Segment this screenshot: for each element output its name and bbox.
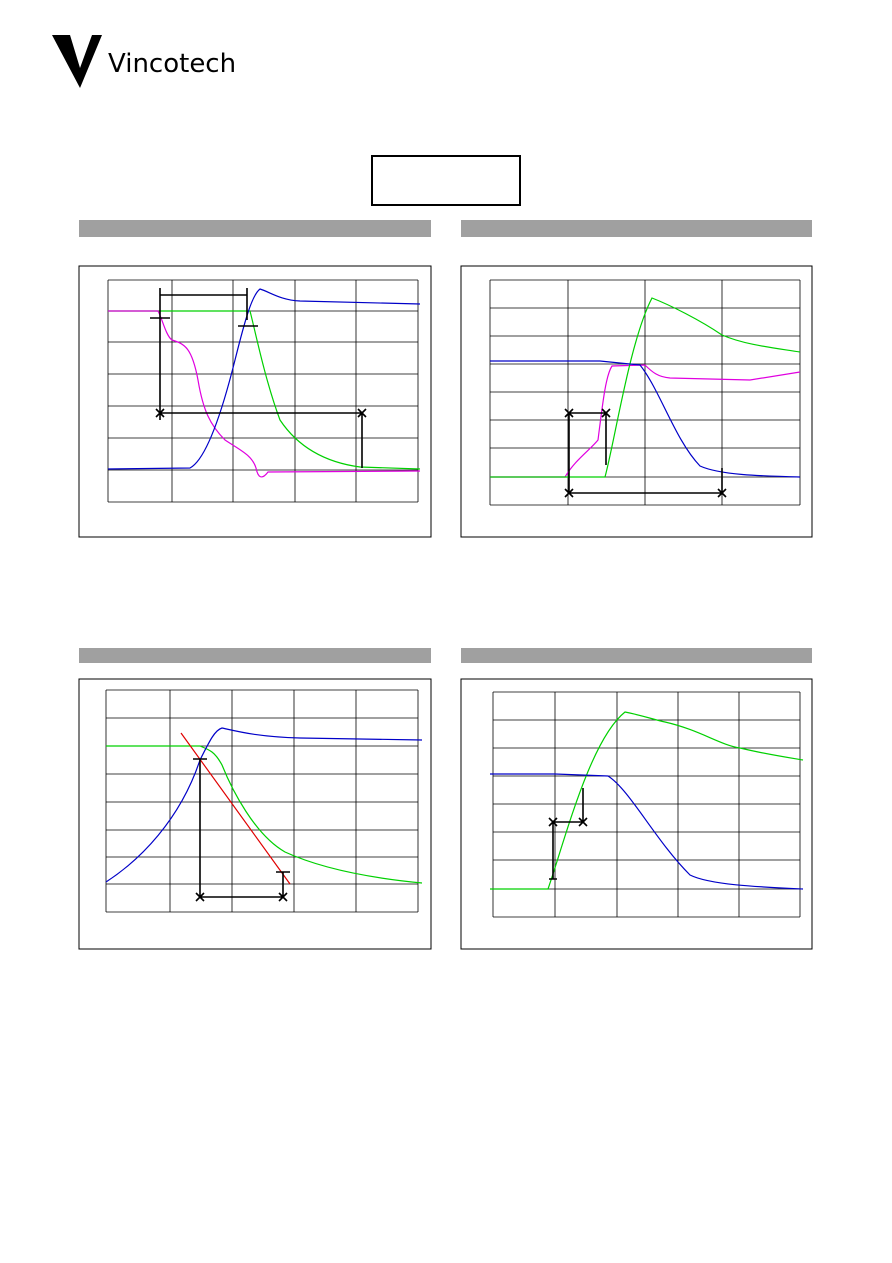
green-trace <box>106 745 423 884</box>
chart-frame <box>78 265 432 538</box>
blue-trace <box>107 288 421 470</box>
title-box <box>371 155 521 206</box>
blue-trace <box>490 360 801 478</box>
section-bar <box>79 648 431 663</box>
brand: Vincotech <box>108 49 236 79</box>
logo-mark <box>52 35 102 88</box>
section-bars <box>79 220 812 663</box>
blue-trace <box>105 727 423 883</box>
blue-trace <box>490 773 804 890</box>
timing-annotation <box>548 788 588 880</box>
waveform-3 <box>78 678 432 950</box>
green-trace <box>108 310 421 470</box>
chart-frame <box>460 678 813 950</box>
timing-annotation <box>564 408 727 498</box>
mag-trace <box>108 310 421 478</box>
grid <box>105 689 419 913</box>
chart-frame <box>78 678 432 950</box>
waveform-4 <box>460 678 813 950</box>
grid <box>489 279 801 506</box>
timing-annotation <box>150 288 367 468</box>
logo: Vincotech <box>52 35 236 88</box>
section-bar <box>79 220 431 237</box>
mag-trace <box>490 364 801 478</box>
green-trace <box>490 711 804 890</box>
grid <box>492 691 801 918</box>
section-bar <box>461 220 812 237</box>
section-bar <box>461 648 812 663</box>
waveform-2 <box>460 265 813 538</box>
waveform-1 <box>78 265 432 538</box>
red-trace <box>180 732 291 885</box>
grid <box>107 279 419 503</box>
green-trace <box>490 297 801 478</box>
chart-frame <box>460 265 813 538</box>
timing-annotation <box>193 758 290 902</box>
